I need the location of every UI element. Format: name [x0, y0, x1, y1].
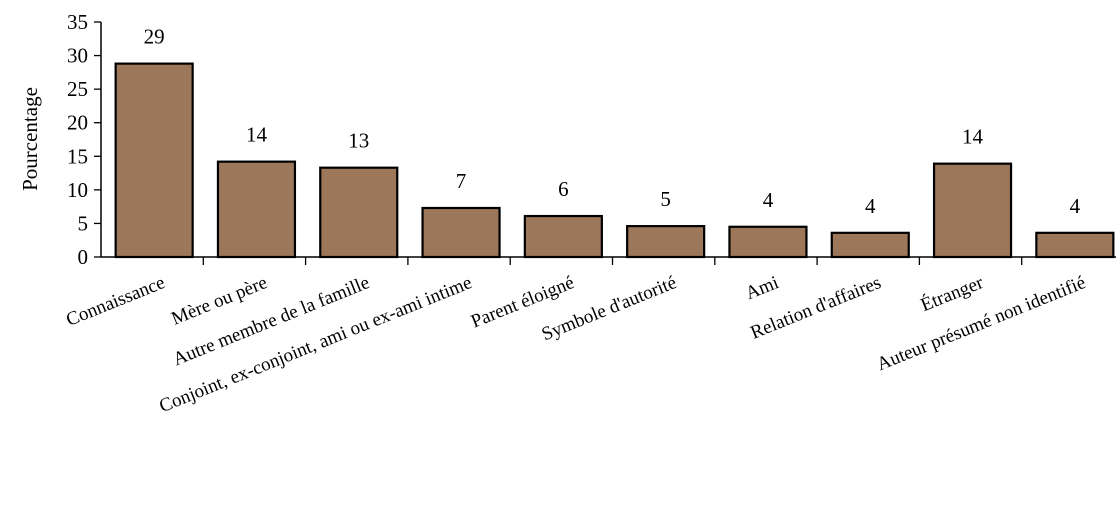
data-label: 4: [865, 194, 876, 218]
data-label: 7: [456, 169, 467, 193]
y-tick-label: 0: [78, 245, 89, 269]
bar: [932, 162, 1013, 259]
y-axis: 0 5 10 15 20 25 30 35: [67, 10, 102, 269]
data-label: 13: [348, 129, 369, 153]
y-tick-label: 20: [67, 111, 88, 135]
y-tick-label: 10: [67, 178, 88, 202]
y-tick-label: 15: [67, 144, 88, 168]
bar: [830, 231, 910, 259]
data-labels-group: 29 14 13 7 6 5 4 4 14 4: [144, 25, 1081, 218]
data-label: 14: [962, 125, 984, 149]
bar: [728, 225, 808, 259]
category-label: Étranger: [918, 271, 988, 316]
y-axis-title: Pourcentage: [18, 87, 42, 191]
data-label: 5: [660, 187, 671, 211]
data-label: 4: [763, 188, 774, 212]
y-tick-label: 35: [67, 10, 88, 34]
bars-group: [114, 62, 1115, 259]
x-axis: [101, 256, 1116, 265]
bar: [216, 160, 297, 259]
bar: [626, 225, 706, 259]
y-tick-label: 30: [67, 44, 88, 68]
bar: [114, 62, 194, 259]
category-label: Ami: [743, 272, 782, 304]
y-tick-label: 25: [67, 77, 88, 101]
bar: [1035, 231, 1115, 259]
bar: [319, 166, 399, 259]
category-label: Connaissance: [63, 272, 168, 331]
bar: [421, 206, 501, 259]
data-label: 4: [1070, 194, 1081, 218]
data-label: 6: [558, 177, 569, 201]
y-tick-label: 5: [78, 211, 89, 235]
bar: [523, 214, 603, 259]
data-label: 29: [144, 25, 165, 49]
data-label: 14: [246, 123, 268, 147]
